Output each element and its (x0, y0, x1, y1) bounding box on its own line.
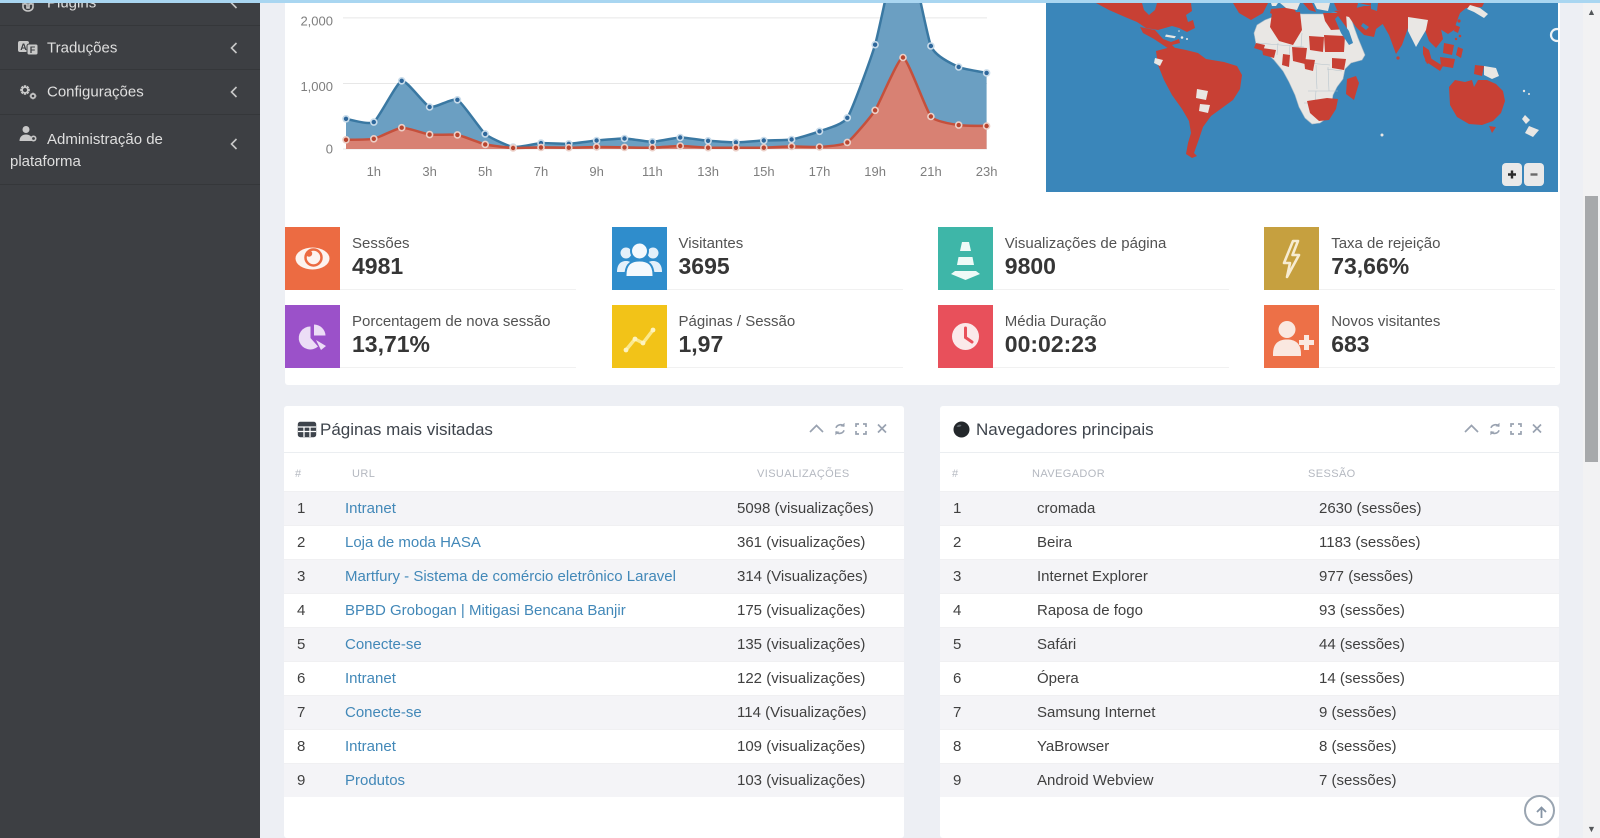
svg-text:7h: 7h (534, 164, 548, 179)
svg-text:21h: 21h (920, 164, 942, 179)
svg-text:13h: 13h (697, 164, 719, 179)
svg-text:9h: 9h (589, 164, 603, 179)
svg-text:2,000: 2,000 (300, 14, 333, 29)
svg-text:0: 0 (326, 142, 333, 157)
svg-text:19h: 19h (864, 164, 886, 179)
svg-text:F: F (30, 45, 36, 55)
svg-text:3h: 3h (422, 164, 436, 179)
svg-text:23h: 23h (976, 164, 998, 179)
svg-text:11h: 11h (642, 164, 663, 179)
svg-text:1,000: 1,000 (300, 79, 333, 94)
svg-text:5h: 5h (478, 164, 492, 179)
svg-text:17h: 17h (809, 164, 831, 179)
svg-text:15h: 15h (753, 164, 775, 179)
svg-text:1h: 1h (367, 164, 381, 179)
svg-text:A: A (20, 42, 27, 52)
